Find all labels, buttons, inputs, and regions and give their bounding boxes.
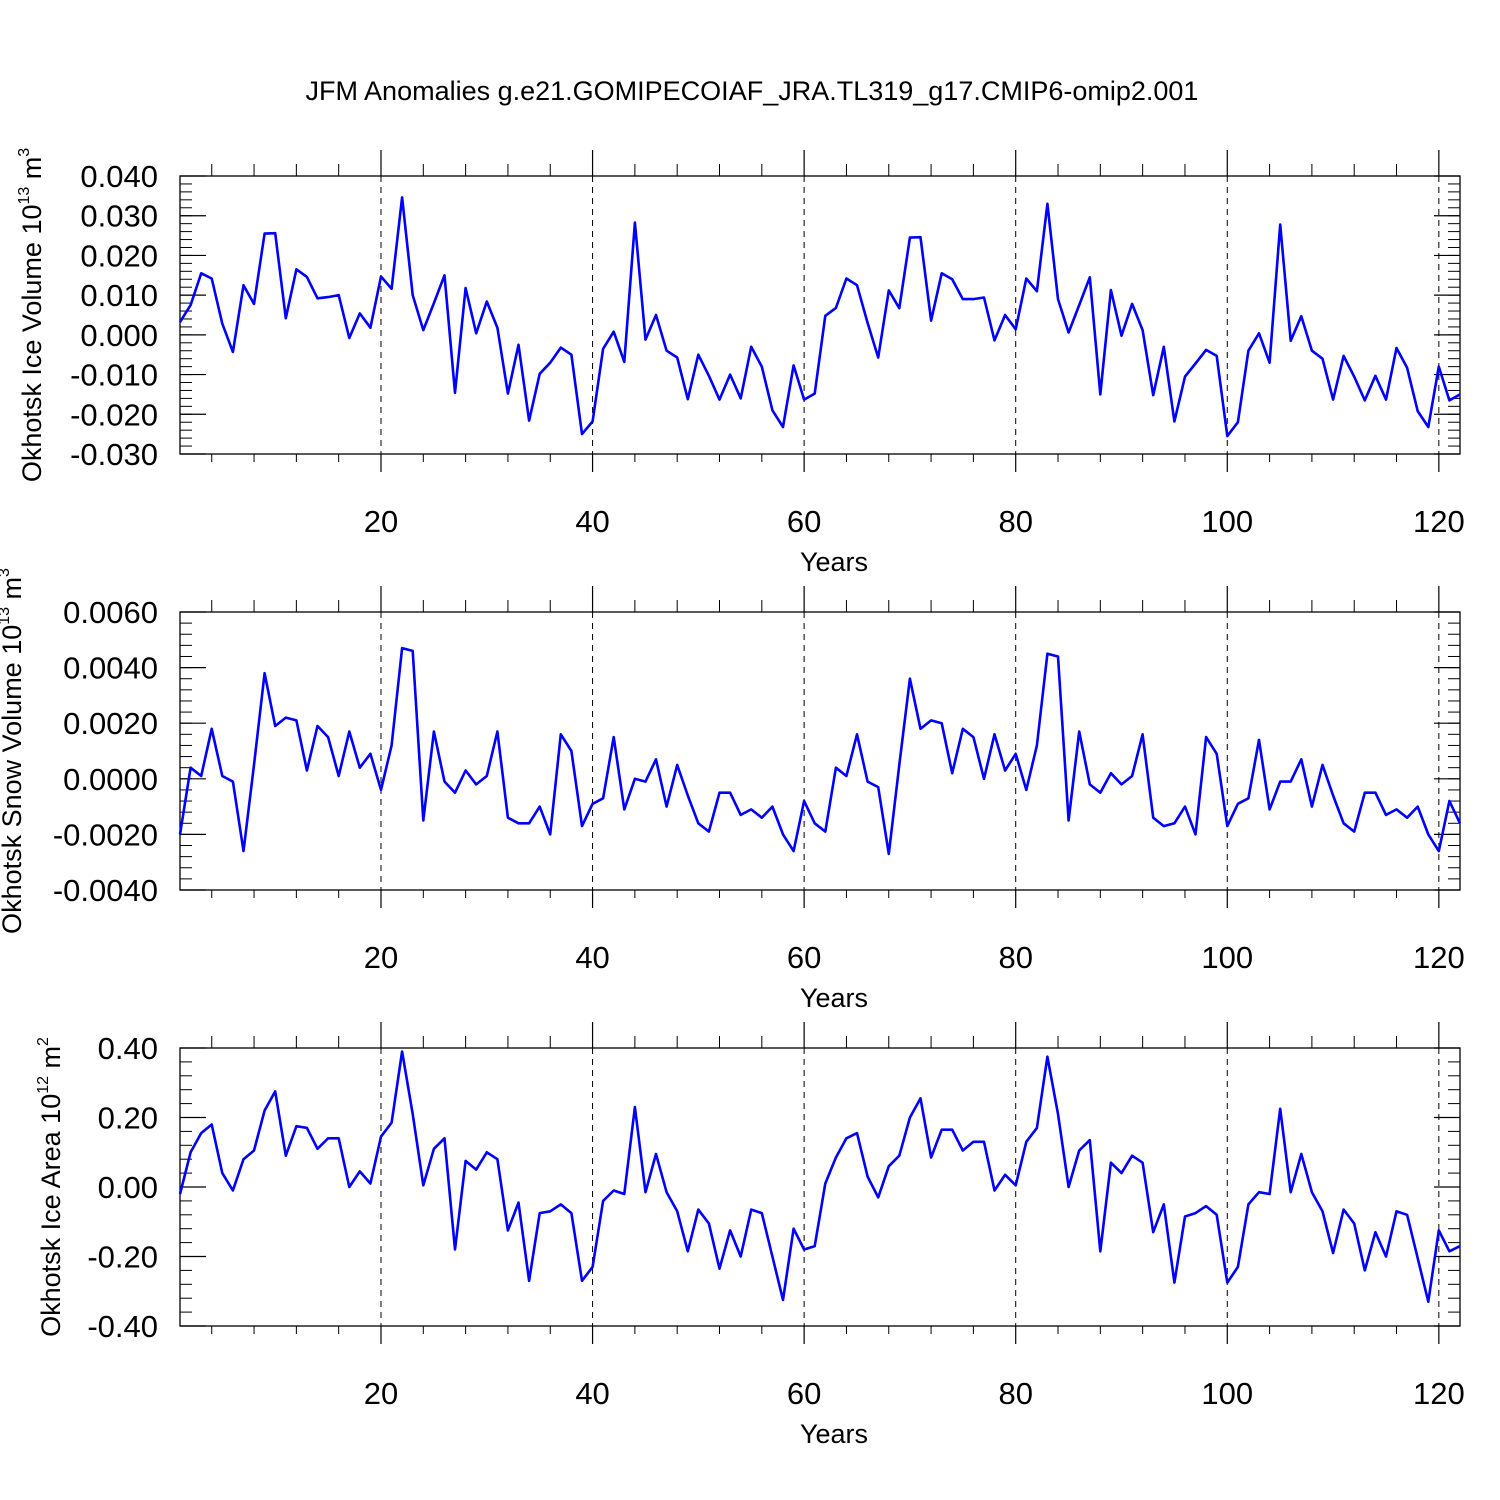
ice-volume-x-tick-label: 100 xyxy=(1201,504,1253,539)
panel-ice-area: Okhotsk Ice Area 1012 m2 Years xyxy=(35,1037,868,1449)
snow-volume-y-axis-title: Okhotsk Snow Volume 1013 m3 xyxy=(0,568,27,934)
ice-volume-y-tick-label: -0.030 xyxy=(70,437,158,472)
ice-area-y-tick-label: -0.20 xyxy=(87,1240,158,1275)
snow-volume-y-tick-label: -0.0020 xyxy=(53,817,158,852)
ice-volume-y-tick-label: 0.010 xyxy=(80,278,158,313)
ice-volume-plot-frame xyxy=(179,175,1461,455)
snow-volume-plot: -0.0040 -0.0020 0.0000 0.0020 0.0040 0.0060 20… xyxy=(53,586,1465,975)
ice-volume-y-tick-label: -0.010 xyxy=(70,358,158,393)
snow-volume-x-tick-label: 60 xyxy=(787,940,821,975)
snow-volume-y-tick-label: 0.0020 xyxy=(63,706,158,741)
ice-area-x-tick-label: 20 xyxy=(364,1376,398,1411)
snow-volume-x-tick-label: 40 xyxy=(575,940,609,975)
svg-text:Okhotsk Snow Volume 1013 m3: Okhotsk Snow Volume 1013 m3 xyxy=(0,568,27,934)
snow-volume-x-tick-label: 120 xyxy=(1413,940,1465,975)
snow-volume-y-tick-label: -0.0040 xyxy=(53,873,158,908)
snow-volume-y-tick-label: 0.0060 xyxy=(63,595,158,630)
ice-volume-y-axis-title: Okhotsk Ice Volume 1013 m3 xyxy=(16,148,47,482)
ice-area-x-tick-label: 40 xyxy=(575,1376,609,1411)
svg-text:Okhotsk Ice Area 1012 m2: Okhotsk Ice Area 1012 m2 xyxy=(35,1037,66,1337)
panel-snow-volume: Okhotsk Snow Volume 1013 m3 Years xyxy=(0,568,868,1013)
snow-volume-series-line xyxy=(178,646,1462,856)
ice-area-plot-frame xyxy=(179,1047,1461,1327)
snow-volume-x-tick-label: 100 xyxy=(1201,940,1253,975)
ice-volume-y-tick-label: 0.020 xyxy=(80,238,158,273)
snow-volume-x-tick-label: 80 xyxy=(998,940,1032,975)
ice-area-y-tick-label: -0.40 xyxy=(87,1309,158,1344)
snow-volume-x-tick-label: 20 xyxy=(364,940,398,975)
ice-volume-series-line xyxy=(178,196,1461,438)
ice-area-x-tick-label: 120 xyxy=(1413,1376,1465,1411)
svg-text:Okhotsk Ice Volume 1013 m3: Okhotsk Ice Volume 1013 m3 xyxy=(16,148,47,482)
ice-volume-x-axis-title: Years xyxy=(800,547,868,577)
ice-area-x-tick-label: 60 xyxy=(787,1376,821,1411)
ice-area-y-tick-label: 0.40 xyxy=(98,1031,158,1066)
snow-volume-plot-frame xyxy=(179,611,1461,891)
ice-volume-x-tick-label: 40 xyxy=(575,504,609,539)
ice-area-x-tick-label: 100 xyxy=(1201,1376,1253,1411)
ice-volume-x-tick-label: 120 xyxy=(1413,504,1465,539)
ice-volume-y-tick-label: -0.020 xyxy=(70,397,158,432)
ice-area-y-tick-label: 0.00 xyxy=(98,1170,158,1205)
ice-volume-plot: -0.030 -0.020 -0.010 0.000 0.010 0.020 0.030 0.… xyxy=(70,150,1465,539)
ice-volume-x-tick-label: 20 xyxy=(364,504,398,539)
panel-ice-volume: Okhotsk Ice Volume 1013 m3 Years xyxy=(16,148,868,577)
figure-title: JFM Anomalies g.e21.GOMIPECOIAF_JRA.TL31… xyxy=(306,76,1199,106)
snow-volume-y-tick-label: 0.0040 xyxy=(63,651,158,686)
ice-area-y-axis-title: Okhotsk Ice Area 1012 m2 xyxy=(35,1037,66,1337)
ice-volume-x-tick-label: 80 xyxy=(998,504,1032,539)
ice-volume-y-tick-label: 0.000 xyxy=(80,318,158,353)
snow-volume-x-axis-title: Years xyxy=(800,983,868,1013)
ice-area-series-line xyxy=(178,1050,1461,1303)
snow-volume-y-tick-label: 0.0000 xyxy=(63,762,158,797)
ice-volume-x-tick-label: 60 xyxy=(787,504,821,539)
ice-volume-y-tick-label: 0.040 xyxy=(80,159,158,194)
ice-area-plot: -0.40 -0.20 0.00 0.20 0.40 20 40 60 80 100 120 xyxy=(87,1022,1465,1411)
ice-area-y-tick-label: 0.20 xyxy=(98,1101,158,1136)
ice-area-x-axis-title: Years xyxy=(800,1419,868,1449)
ice-area-x-tick-label: 80 xyxy=(998,1376,1032,1411)
ice-volume-y-tick-label: 0.030 xyxy=(80,199,158,234)
